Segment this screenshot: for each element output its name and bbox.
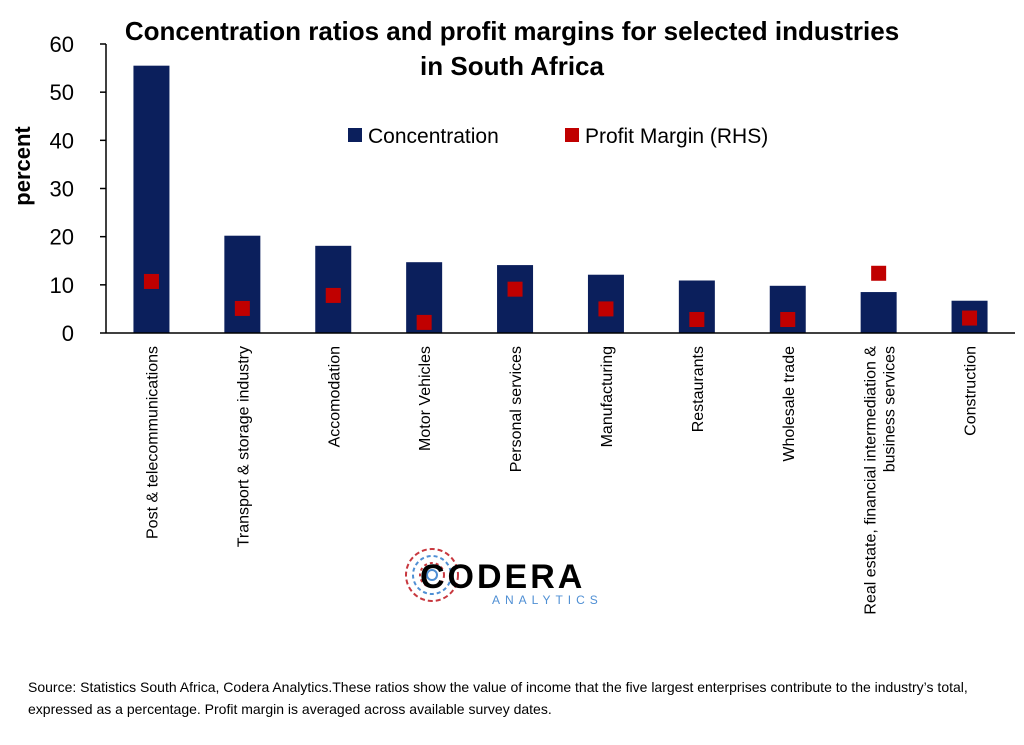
bar-concentration: [133, 65, 170, 334]
logo-wordmark: CODERA: [420, 558, 585, 596]
marker-profit-margin: [416, 314, 432, 330]
bar-concentration: [497, 265, 534, 333]
concentration-bars: [133, 65, 988, 334]
marker-profit-margin: [871, 265, 887, 281]
logo-subtitle: ANALYTICS: [492, 593, 603, 607]
x-tick-label: Restaurants: [690, 346, 707, 432]
marker-profit-margin: [962, 310, 978, 326]
y-tick-label: 10: [50, 273, 74, 298]
chart-title-line2: in South Africa: [420, 51, 604, 81]
codera-logo: CODERA ANALYTICS: [405, 548, 603, 607]
x-tick-label: Construction: [963, 346, 980, 436]
x-tick-label: Accomodation: [326, 346, 343, 447]
legend-label-profit-margin: Profit Margin (RHS): [585, 125, 768, 148]
y-tick-label: 60: [50, 32, 74, 57]
bar-concentration: [860, 292, 897, 333]
legend-label-concentration: Concentration: [368, 125, 499, 148]
marker-profit-margin: [689, 312, 705, 328]
y-tick-label: 20: [50, 225, 74, 250]
x-axis-categories: Post & telecommunications Transport & sto…: [144, 346, 979, 615]
profit-margin-markers: [143, 265, 978, 330]
marker-profit-margin: [325, 287, 341, 303]
y-tick-label: 0: [62, 321, 74, 346]
chart-title: Concentration ratios and profit margins …: [125, 16, 899, 46]
x-tick-label: Manufacturing: [599, 346, 616, 447]
marker-profit-margin: [234, 300, 250, 316]
marker-profit-margin: [780, 312, 796, 328]
x-tick-label: Motor Vehicles: [417, 346, 434, 451]
source-note: Source: Statistics South Africa, Codera …: [28, 679, 968, 717]
y-tick-label: 30: [50, 177, 74, 202]
fingerprint-icon: [405, 548, 459, 602]
marker-profit-margin: [507, 281, 523, 297]
marker-profit-margin: [143, 273, 159, 289]
x-tick-label: Wholesale trade: [781, 346, 798, 462]
x-tick-label: Personal services: [508, 346, 525, 472]
legend: Concentration Profit Margin (RHS): [348, 125, 768, 148]
x-tick-label: Transport & storage industry: [235, 346, 252, 547]
x-tick-label: Post & telecommunications: [144, 346, 161, 539]
x-tick-label: Real estate, financial intermediation & b…: [863, 346, 899, 615]
y-tick-label: 40: [50, 128, 74, 153]
y-axis-label: percent: [10, 126, 35, 206]
bar-concentration: [224, 235, 261, 333]
legend-swatch-profit-margin: [565, 128, 579, 142]
marker-profit-margin: [598, 301, 614, 317]
chart: Concentration ratios and profit margins …: [10, 16, 1015, 615]
y-axis: 0 10 20 30 40 50 60: [50, 32, 107, 346]
y-tick-label: 50: [50, 80, 74, 105]
legend-swatch-concentration: [348, 128, 362, 142]
